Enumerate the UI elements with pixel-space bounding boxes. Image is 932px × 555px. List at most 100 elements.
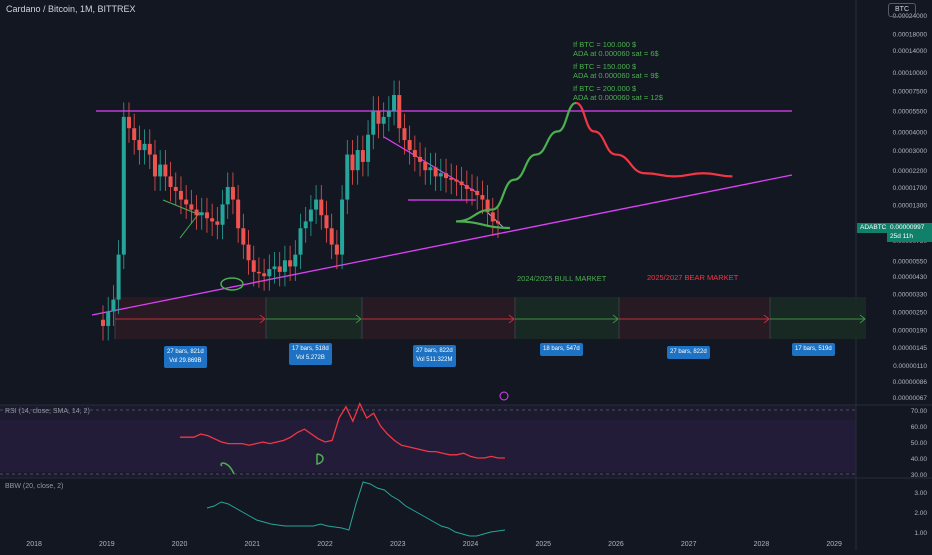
candle-body xyxy=(189,204,194,210)
candle-body xyxy=(256,271,261,274)
candle-body xyxy=(168,176,173,187)
green-trendline xyxy=(162,199,201,216)
candle-body xyxy=(303,221,308,229)
candle-body xyxy=(449,178,454,180)
bear-projection-path xyxy=(575,101,733,178)
candle-body xyxy=(334,244,339,255)
bear-market-label: 2025/2027 BEAR MARKET xyxy=(647,273,739,282)
highlight-circle xyxy=(220,277,244,291)
candle-body xyxy=(418,156,423,162)
time-axis-label: 2019 xyxy=(99,541,115,548)
range-box-bars: 17 bars, 519d xyxy=(795,346,832,352)
currency-button[interactable]: BTC xyxy=(888,3,916,17)
time-axis-label: 2021 xyxy=(245,541,261,548)
rsi-axis-label: 50.00 xyxy=(911,440,928,447)
candle-body xyxy=(459,181,464,186)
candle-body xyxy=(293,254,298,267)
candle-body xyxy=(184,199,189,205)
candle-body xyxy=(173,186,178,191)
rsi-annotation-mark xyxy=(220,462,235,475)
candle-body xyxy=(137,140,142,151)
range-arrow-head xyxy=(355,314,362,324)
candle-body xyxy=(366,134,371,162)
ticker-price-label: 0.00000997 xyxy=(887,223,932,233)
range-box[interactable]: 18 bars, 547d xyxy=(540,343,583,356)
rsi-axis-label: 30.00 xyxy=(911,472,928,479)
candle-body xyxy=(210,218,215,222)
time-axis-label: 2023 xyxy=(390,541,406,548)
range-zone-green xyxy=(515,297,619,339)
range-arrow-head xyxy=(612,314,619,324)
ticker-countdown-label: 25d 11h xyxy=(887,232,932,242)
bbw-axis-label: 3.00 xyxy=(914,490,927,497)
scenario-line: If BTC = 150.000 $ xyxy=(573,62,637,71)
scenario-note: If BTC = 200.000 $ ADA at 0.000060 sat =… xyxy=(573,84,663,102)
ticker-symbol-label: ADABTC xyxy=(857,223,890,233)
candle-body xyxy=(345,154,350,200)
price-axis-label: 0.00000067 xyxy=(893,395,928,402)
candle-body xyxy=(371,110,376,135)
time-axis-label: 2022 xyxy=(317,541,333,548)
price-axis-label: 0.00001700 xyxy=(893,185,928,192)
candle-body xyxy=(402,128,407,141)
candle-body xyxy=(386,110,391,117)
candle-body xyxy=(490,212,495,222)
price-axis-label: 0.00007500 xyxy=(893,89,928,96)
bbw-line xyxy=(206,481,506,537)
candle-body xyxy=(158,164,163,177)
candle-body xyxy=(262,273,267,277)
candle-body xyxy=(106,311,111,326)
candle-body xyxy=(475,190,480,196)
chart-title: Cardano / Bitcoin, 1M, BITTREX xyxy=(6,4,136,14)
price-axis-label: 0.00005500 xyxy=(893,109,928,116)
candle-body xyxy=(407,140,412,151)
price-axis-label: 0.00000430 xyxy=(893,274,928,281)
bbw-pane-background xyxy=(0,478,856,538)
price-axis-label: 0.00000250 xyxy=(893,309,928,316)
candle-body xyxy=(433,167,438,177)
range-zone-red xyxy=(619,297,770,339)
candle-body xyxy=(204,212,209,219)
candle-body xyxy=(350,154,355,171)
range-zone-green xyxy=(770,297,866,339)
range-box[interactable]: 17 bars, 519d xyxy=(792,343,835,356)
price-axis-label: 0.00000086 xyxy=(893,379,928,386)
candle-body xyxy=(246,244,251,261)
price-axis-label: 0.00001300 xyxy=(893,202,928,209)
range-box[interactable]: 27 bars, 822d Vol 511.322M xyxy=(413,345,456,367)
candle-body xyxy=(215,221,220,225)
candle-body xyxy=(397,95,402,129)
scenario-line: ADA at 0.000060 sat = 6$ xyxy=(573,49,659,58)
range-box[interactable]: 27 bars, 821d Vol 29.869B xyxy=(164,346,207,368)
candle-body xyxy=(329,228,334,245)
candle-body xyxy=(220,204,225,225)
price-axis-label: 0.00018000 xyxy=(893,32,928,39)
candle-body xyxy=(298,228,303,255)
candle-body xyxy=(412,150,417,157)
candle-body xyxy=(126,116,131,129)
price-axis-label: 0.00002200 xyxy=(893,168,928,175)
candle-body xyxy=(152,154,157,177)
candle-body xyxy=(142,143,147,151)
candle-body xyxy=(392,95,397,111)
candle-body xyxy=(308,209,313,222)
bbw-axis-label: 1.00 xyxy=(914,530,927,537)
range-box-vol: Vol 29.869B xyxy=(169,358,202,364)
rsi-axis-label: 70.00 xyxy=(911,408,928,415)
candle-body xyxy=(444,173,449,179)
candle-body xyxy=(199,212,204,216)
range-box-bars: 27 bars, 822d xyxy=(416,348,453,354)
candle-body xyxy=(194,209,199,216)
candle-body xyxy=(454,179,459,182)
candle-body xyxy=(236,199,241,229)
range-box[interactable]: 27 bars, 822d xyxy=(667,346,710,359)
candle-body xyxy=(485,199,490,213)
range-box[interactable]: 17 bars, 518d Vol 5.272B xyxy=(289,343,332,365)
scenario-line: ADA at 0.000060 sat = 9$ xyxy=(573,71,659,80)
projection-line xyxy=(487,212,505,229)
candle-body xyxy=(470,188,475,191)
candle-body xyxy=(230,186,235,200)
candle-body xyxy=(319,199,324,216)
